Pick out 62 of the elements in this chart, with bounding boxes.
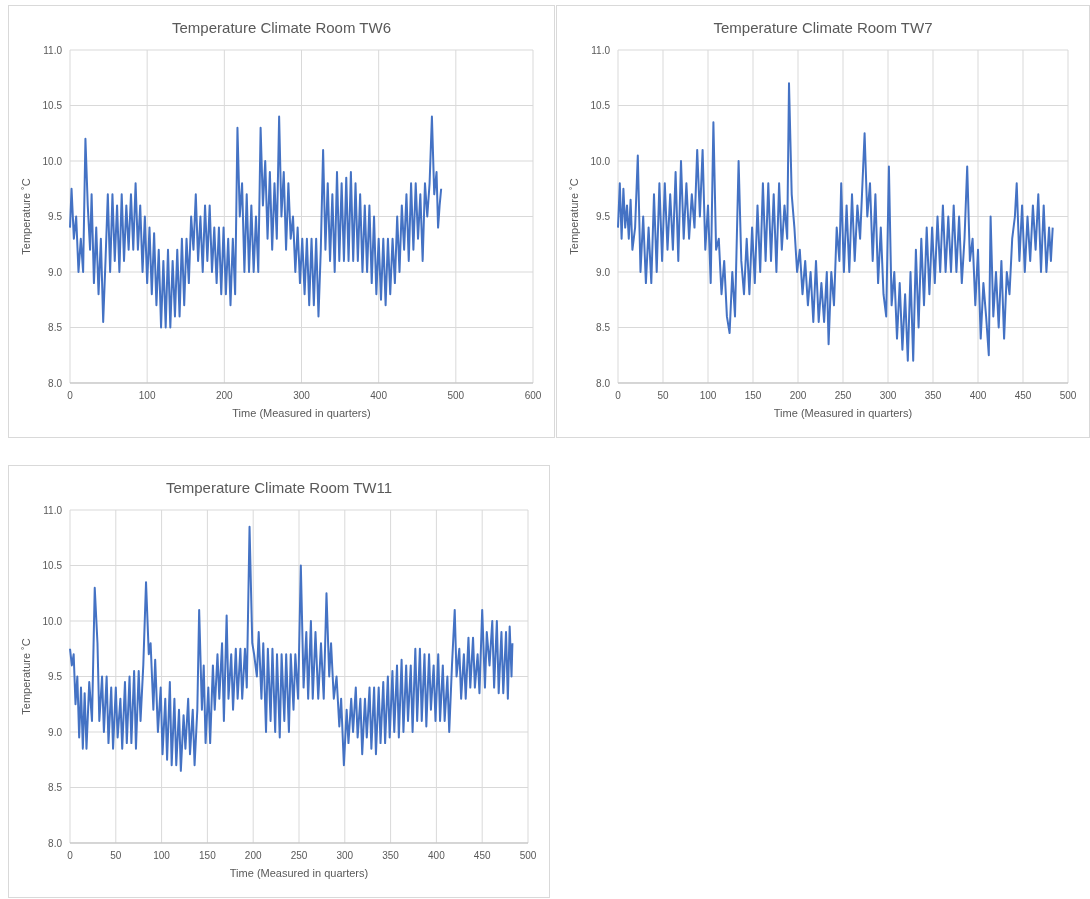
x-tick-label: 0	[67, 850, 74, 861]
y-tick-label: 8.5	[48, 322, 63, 333]
y-tick-label: 8.0	[48, 837, 63, 849]
x-tick-label: 100	[153, 850, 171, 861]
y-tick-label: 9.5	[48, 211, 63, 222]
y-tick-label: 9.5	[596, 211, 611, 222]
y-tick-label: 8.0	[48, 377, 63, 389]
x-tick-label: 200	[215, 390, 234, 401]
x-tick-label: 0	[67, 390, 74, 401]
x-tick-label: 50	[657, 390, 669, 401]
chart-title: Temperature Climate Room TW7	[713, 19, 933, 36]
x-tick-label: 400	[370, 390, 388, 401]
y-tick-label: 9.0	[48, 266, 63, 278]
x-tick-label: 150	[199, 850, 217, 861]
y-axis-title: Temperature ˚C	[20, 178, 32, 255]
x-tick-label: 200	[789, 390, 807, 401]
y-tick-label: 10.5	[590, 100, 611, 111]
x-tick-label: 300	[293, 390, 311, 401]
x-tick-label: 250	[834, 390, 852, 401]
y-tick-label: 9.5	[48, 671, 63, 682]
y-tick-label: 8.5	[48, 782, 63, 793]
y-tick-label: 10.5	[42, 100, 63, 111]
x-tick-label: 400	[969, 390, 987, 401]
x-tick-label: 500	[519, 850, 537, 861]
line-series	[69, 525, 514, 772]
y-tick-label: 10.0	[42, 155, 63, 167]
y-tick-label: 10.0	[590, 155, 611, 167]
line-series	[69, 115, 443, 329]
y-tick-label: 8.5	[596, 322, 611, 333]
y-tick-label: 10.5	[42, 560, 63, 571]
x-tick-label: 50	[110, 850, 122, 861]
chart-title: Temperature Climate Room TW6	[172, 19, 391, 36]
y-tick-label: 10.0	[42, 615, 63, 627]
y-tick-label: 11.0	[43, 44, 63, 56]
x-axis-title: Time (Measured in quarters)	[232, 407, 371, 419]
y-axis-title: Temperature ˚C	[568, 178, 580, 255]
x-tick-label: 500	[447, 390, 465, 401]
x-tick-label: 350	[924, 390, 942, 401]
y-tick-label: 8.0	[596, 377, 611, 389]
x-tick-label: 300	[336, 850, 354, 861]
x-tick-label: 450	[473, 850, 491, 861]
x-axis-title: Time (Measured in quarters)	[773, 407, 913, 419]
x-tick-label: 600	[524, 390, 542, 401]
chart-title: Temperature Climate Room TW11	[165, 479, 393, 496]
y-axis-title: Temperature ˚C	[20, 638, 32, 715]
x-tick-label: 400	[428, 850, 446, 861]
x-tick-label: 350	[382, 850, 400, 861]
x-tick-label: 250	[290, 850, 308, 861]
x-tick-label: 500	[1059, 390, 1077, 401]
x-tick-label: 450	[1014, 390, 1032, 401]
x-tick-label: 300	[879, 390, 897, 401]
x-tick-label: 100	[699, 390, 717, 401]
x-tick-label: 0	[615, 390, 622, 401]
x-tick-label: 150	[744, 390, 762, 401]
y-tick-label: 11.0	[43, 504, 63, 516]
line-series	[617, 82, 1054, 362]
y-tick-label: 9.0	[48, 726, 63, 738]
x-tick-label: 200	[244, 850, 262, 861]
x-axis-title: Time (Measured in quarters)	[229, 867, 369, 879]
x-tick-label: 100	[138, 390, 156, 401]
y-tick-label: 11.0	[591, 44, 611, 56]
y-tick-label: 9.0	[596, 266, 611, 278]
